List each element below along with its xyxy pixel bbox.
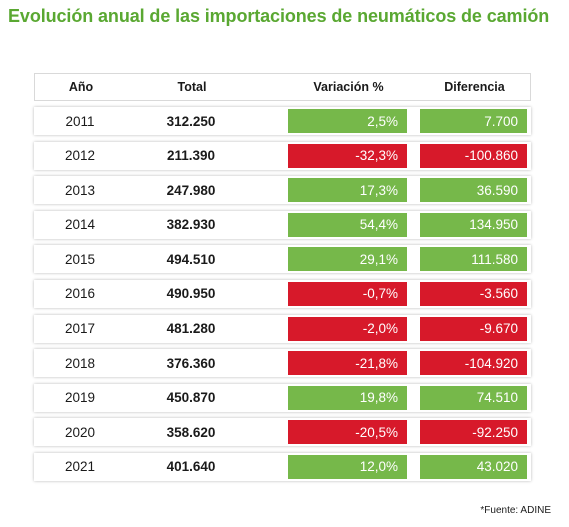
table-header: Año Total Variación % Diferencia — [34, 73, 531, 101]
total-cell: 211.390 — [166, 148, 216, 164]
year-cell: 2020 — [64, 424, 96, 440]
table-row: 2012 211.390 -32,3% -100.860 — [34, 141, 531, 170]
year-cell: 2014 — [64, 217, 96, 233]
variation-cell: -21,8% — [288, 351, 407, 376]
year-cell: 2013 — [64, 182, 96, 198]
variation-cell: 12,0% — [288, 454, 407, 479]
table-row: 2017 481.280 -2,0% -9.670 — [34, 314, 531, 343]
total-cell: 247.980 — [166, 182, 216, 198]
table-row: 2013 247.980 17,3% 36.590 — [34, 176, 531, 205]
header-total: Total — [177, 80, 207, 94]
difference-cell: -9.670 — [420, 316, 527, 341]
total-cell: 481.280 — [166, 321, 216, 337]
difference-cell: 74.510 — [420, 385, 527, 410]
table-body: 2011 312.250 2,5% 7.700 2012 211.390 -32,3% -10… — [34, 107, 531, 481]
imports-table: Año Total Variación % Diferencia 2011 312… — [34, 73, 531, 488]
year-cell: 2019 — [64, 390, 96, 406]
year-cell: 2012 — [64, 148, 96, 164]
difference-cell: 43.020 — [420, 454, 527, 479]
header-variation: Variación % — [313, 80, 384, 94]
year-cell: 2018 — [64, 355, 96, 371]
table-row: 2011 312.250 2,5% 7.700 — [34, 107, 531, 135]
difference-cell: -100.860 — [420, 143, 527, 168]
header-difference: Diferencia — [444, 80, 505, 94]
difference-cell: 7.700 — [420, 109, 527, 133]
variation-cell: 17,3% — [288, 178, 407, 203]
difference-cell: 134.950 — [420, 212, 527, 237]
year-cell: 2011 — [65, 113, 95, 129]
year-cell: 2016 — [64, 286, 96, 302]
total-cell: 401.640 — [166, 459, 216, 475]
variation-cell: -32,3% — [288, 143, 407, 168]
difference-cell: 111.580 — [420, 247, 527, 272]
table-row: 2014 382.930 54,4% 134.950 — [34, 210, 531, 239]
difference-cell: -92.250 — [420, 420, 527, 445]
table-row: 2016 490.950 -0,7% -3.560 — [34, 279, 531, 308]
table-row: 2019 450.870 19,8% 74.510 — [34, 383, 531, 412]
variation-cell: -2,0% — [288, 316, 407, 341]
total-cell: 382.930 — [166, 217, 216, 233]
variation-cell: 19,8% — [288, 385, 407, 410]
difference-cell: -104.920 — [420, 351, 527, 376]
table-row: 2021 401.640 12,0% 43.020 — [34, 452, 531, 481]
variation-cell: 2,5% — [288, 109, 407, 133]
year-cell: 2021 — [64, 459, 96, 475]
table-row: 2020 358.620 -20,5% -92.250 — [34, 418, 531, 447]
total-cell: 450.870 — [166, 390, 216, 406]
variation-cell: -0,7% — [288, 281, 407, 306]
variation-cell: 54,4% — [288, 212, 407, 237]
total-cell: 376.360 — [166, 355, 216, 371]
table-row: 2018 376.360 -21,8% -104.920 — [34, 349, 531, 378]
source-note: *Fuente: ADINE — [480, 505, 551, 516]
total-cell: 494.510 — [166, 251, 216, 267]
header-year: Año — [68, 80, 94, 94]
year-cell: 2017 — [64, 321, 96, 337]
year-cell: 2015 — [64, 251, 96, 267]
total-cell: 312.250 — [166, 113, 216, 129]
table-row: 2015 494.510 29,1% 111.580 — [34, 245, 531, 274]
total-cell: 358.620 — [166, 424, 216, 440]
difference-cell: -3.560 — [420, 281, 527, 306]
total-cell: 490.950 — [166, 286, 216, 302]
variation-cell: 29,1% — [288, 247, 407, 272]
page-title: Evolución anual de las importaciones de … — [8, 6, 550, 26]
difference-cell: 36.590 — [420, 178, 527, 203]
variation-cell: -20,5% — [288, 420, 407, 445]
